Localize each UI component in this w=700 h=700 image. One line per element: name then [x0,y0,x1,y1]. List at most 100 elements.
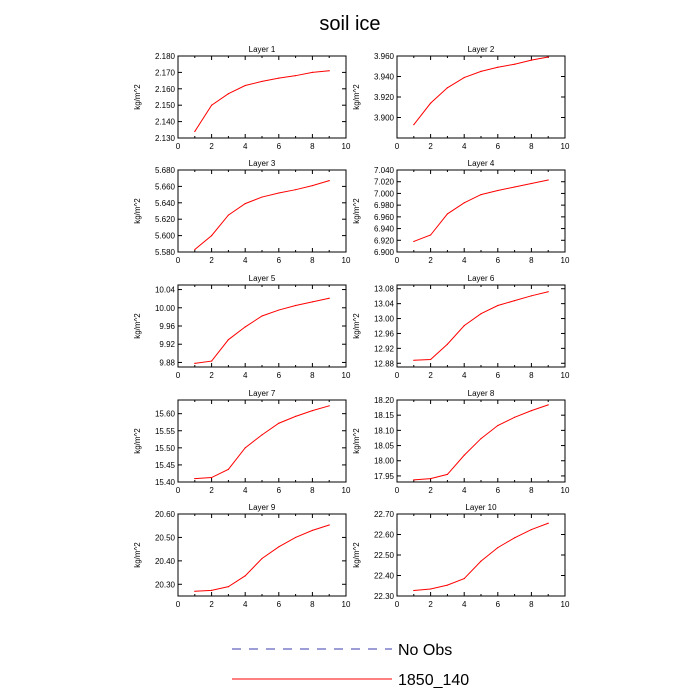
data-point [446,213,448,215]
x-tick-label: 6 [496,600,501,609]
y-tick-label: 18.20 [374,396,395,405]
x-tick-label: 0 [176,142,181,151]
data-point [261,315,263,317]
series-line-1850_140 [413,179,549,242]
y-tick-label: 2.170 [155,68,176,77]
x-tick-label: 8 [529,256,534,265]
data-point [244,203,246,205]
y-axis-label: kg/m^2 [133,198,142,224]
panel-title: Layer 5 [249,274,276,283]
panel-layer-10: Layer 10 0 2 4 6 8 10 22.30 22.40 22.50 22.60 22.70… [352,503,570,609]
x-tick-label: 6 [277,371,282,380]
data-point [497,189,499,192]
x-tick-label: 8 [310,256,315,265]
panel-layer-9: Layer 9 0 2 4 6 8 10 20.30 20.40 20.50 20.60 kg/m^2 [133,503,351,609]
x-tick-label: 0 [176,600,181,609]
plot-frame [396,55,566,139]
x-tick-label: 6 [277,600,282,609]
x-tick-label: 4 [243,486,248,495]
panel-title: Layer 2 [468,45,495,54]
data-point [311,409,313,412]
data-point [480,194,482,196]
panel-title: Layer 7 [249,389,276,398]
data-point [530,528,533,531]
x-tick-label: 10 [342,371,351,380]
data-point [278,192,280,194]
data-point [328,180,330,182]
data-point [194,590,196,592]
panel-title: Layer 8 [468,389,495,398]
data-point [261,196,263,198]
data-point [430,102,432,104]
x-tick-label: 10 [561,142,570,151]
data-point [547,56,549,58]
data-point [446,584,448,586]
data-point [261,434,263,436]
data-point [278,309,280,311]
data-point [295,304,297,307]
x-tick-label: 2 [428,142,433,151]
y-tick-label: 18.10 [374,426,395,435]
panel-title: Layer 9 [249,503,276,512]
data-point [446,87,448,89]
x-tick-label: 6 [496,371,501,380]
data-point [497,304,499,307]
y-axis-label: kg/m^2 [352,313,361,339]
y-tick-label: 22.50 [374,551,395,560]
x-tick-label: 0 [395,256,400,265]
y-tick-label: 22.40 [374,572,395,581]
data-point [295,415,297,417]
panel-title: Layer 10 [465,503,497,512]
data-point [211,360,213,362]
y-tick-label: 22.30 [374,592,395,601]
panel-title: Layer 4 [468,159,495,168]
y-tick-label: 15.50 [155,444,176,453]
plot-frame [177,169,347,253]
data-point [328,405,330,407]
y-axis-label: kg/m^2 [352,542,361,568]
data-point [328,70,330,72]
series-line-1850_140 [413,291,549,361]
data-point [227,93,229,95]
data-point [446,473,448,476]
data-point [244,575,246,577]
y-tick-label: 2.140 [155,118,176,127]
y-tick-label: 5.580 [155,248,176,257]
x-tick-label: 10 [561,371,570,380]
data-point [480,313,482,315]
data-point [413,479,415,481]
x-tick-label: 4 [243,371,248,380]
data-point [194,477,196,480]
data-point [211,104,213,106]
y-tick-label: 5.660 [155,182,176,191]
y-tick-label: 10.00 [155,304,176,313]
x-tick-label: 2 [428,256,433,265]
data-point [530,59,533,61]
x-tick-label: 4 [462,142,467,151]
figure-title: soil ice [319,13,380,35]
x-tick-label: 2 [209,600,214,609]
y-tick-label: 3.920 [374,93,395,102]
x-tick-label: 8 [529,486,534,495]
data-point [244,326,246,328]
y-tick-label: 15.60 [155,410,176,419]
x-tick-label: 4 [243,256,248,265]
data-point [497,547,499,549]
data-point [463,325,465,327]
x-tick-label: 8 [310,486,315,495]
y-tick-label: 5.640 [155,199,176,208]
data-point [530,410,533,412]
data-point [211,589,213,591]
y-tick-label: 13.00 [374,315,395,324]
panel-title: Layer 1 [249,45,276,54]
y-tick-label: 20.30 [155,580,176,589]
x-tick-label: 2 [209,371,214,380]
panel-layer-4: Layer 4 0 2 4 6 8 10 6.900 6.920 6.940 6.960 6.980 7… [352,159,570,265]
y-tick-label: 2.160 [155,85,176,94]
y-tick-label: 22.60 [374,531,395,540]
panels-grid: Layer 10 2 4 6 8 102.1302.1402.1502.1602.1702… [133,45,570,609]
x-tick-label: 0 [395,371,400,380]
panel-layer-3: Layer 3 0 2 4 6 8 10 5.580 5.600 5.620 5.640 5.660 5… [133,159,351,265]
x-tick-label: 0 [395,486,400,495]
